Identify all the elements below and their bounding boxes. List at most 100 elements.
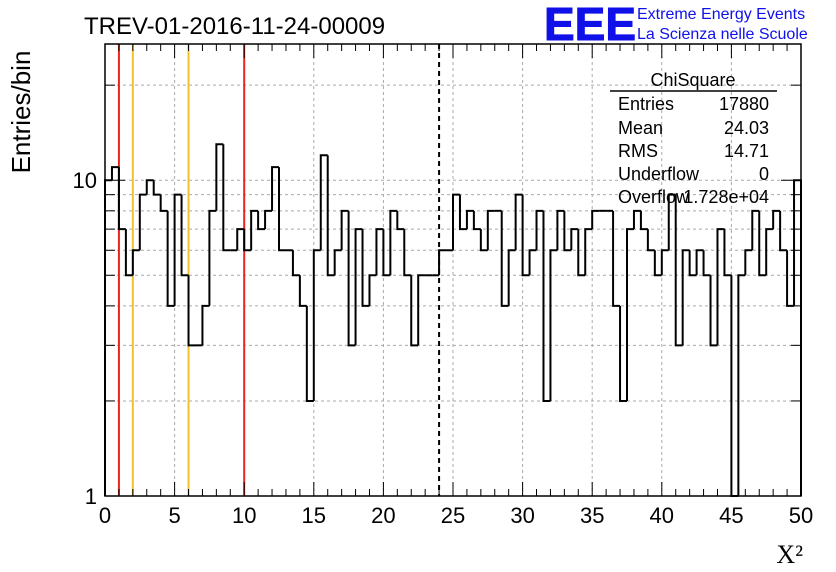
histogram-bin bbox=[340, 209, 349, 251]
stats-label-overflow: Overflow bbox=[618, 187, 690, 207]
x-tick-label: 20 bbox=[371, 503, 395, 528]
histogram-bin bbox=[472, 210, 481, 231]
stats-box: ChiSquare Entries 17880 Mean 24.03 RMS 1… bbox=[610, 70, 777, 207]
histogram-bin bbox=[166, 210, 175, 307]
brand-line-1: Extreme Energy Events bbox=[637, 6, 805, 23]
histogram-bin bbox=[660, 249, 669, 276]
histogram-bin bbox=[570, 228, 579, 251]
histogram-bin bbox=[737, 274, 746, 496]
histogram-bin bbox=[382, 229, 391, 277]
histogram-bin bbox=[138, 193, 147, 251]
histogram-bin bbox=[278, 167, 286, 252]
histogram-bin bbox=[702, 250, 711, 277]
histogram-bin bbox=[110, 166, 119, 181]
histogram-bin bbox=[215, 143, 224, 211]
histogram-bin bbox=[458, 194, 467, 231]
histogram-bin bbox=[361, 229, 370, 307]
histogram-bin bbox=[479, 229, 488, 252]
histogram-bin bbox=[751, 209, 760, 251]
histogram-bin bbox=[772, 209, 781, 230]
histogram-bin bbox=[765, 228, 774, 276]
histogram-bin bbox=[535, 209, 544, 251]
x-tick-label: 35 bbox=[580, 503, 604, 528]
stats-value-underflow: 0 bbox=[759, 164, 769, 184]
histogram-bin bbox=[577, 229, 586, 277]
histogram-bin bbox=[271, 166, 279, 211]
histogram-bin bbox=[723, 229, 732, 277]
histogram-bin bbox=[236, 228, 245, 251]
histogram-bin bbox=[312, 249, 321, 401]
histogram-bin bbox=[528, 249, 537, 276]
histogram-bin bbox=[744, 249, 753, 276]
chart-title: TREV-01-2016-11-24-00009 bbox=[84, 13, 385, 40]
histogram-bin bbox=[291, 250, 300, 277]
histogram-bin bbox=[716, 228, 725, 346]
histogram-bin bbox=[521, 194, 530, 277]
histogram-bin bbox=[632, 209, 641, 230]
histogram-bin bbox=[201, 304, 210, 346]
histogram-bin bbox=[396, 210, 405, 231]
histogram-bin bbox=[556, 209, 565, 251]
histogram-bin bbox=[626, 228, 634, 401]
histogram-bin bbox=[674, 194, 683, 347]
histogram-bin bbox=[438, 249, 447, 276]
histogram-bin bbox=[347, 210, 356, 347]
histogram-bin bbox=[612, 210, 621, 307]
x-tick-label: 15 bbox=[302, 503, 326, 528]
histogram-bin bbox=[695, 249, 704, 276]
stats-label-entries: Entries bbox=[618, 94, 674, 114]
histogram-bin bbox=[124, 229, 133, 277]
stats-label-rms: RMS bbox=[618, 141, 658, 161]
histogram-bin bbox=[563, 210, 572, 252]
histogram-bin bbox=[403, 229, 412, 277]
histogram-bin bbox=[173, 193, 182, 306]
x-tick-label: 50 bbox=[789, 503, 813, 528]
histogram-bin bbox=[389, 209, 398, 276]
y-axis-label: Entries/bin bbox=[6, 51, 36, 174]
histogram-bin bbox=[104, 179, 112, 496]
x-tick-label: 5 bbox=[168, 503, 180, 528]
x-tick-label: 40 bbox=[650, 503, 674, 528]
histogram-bin bbox=[319, 154, 328, 251]
histogram-bin bbox=[222, 144, 231, 252]
y-tick-label: 1 bbox=[85, 484, 97, 509]
histogram-bin bbox=[131, 249, 140, 276]
histogram-bin bbox=[410, 275, 419, 347]
histogram-bin bbox=[709, 275, 718, 347]
histogram-bin bbox=[159, 194, 168, 212]
histogram-bin bbox=[333, 249, 342, 276]
x-tick-label: 0 bbox=[99, 503, 111, 528]
histogram-bin bbox=[500, 210, 509, 307]
histogram-bin bbox=[786, 250, 795, 307]
y-tick-label: 10 bbox=[73, 168, 97, 193]
stats-value-entries: 17880 bbox=[719, 94, 769, 114]
histogram-bin bbox=[145, 179, 154, 195]
histogram-bin bbox=[514, 193, 523, 251]
brand-line-2: La Scienza nelle Scuole bbox=[637, 26, 808, 43]
histogram-bin bbox=[584, 228, 593, 276]
histogram-bin bbox=[681, 249, 690, 346]
histogram-bin bbox=[619, 305, 627, 402]
histogram-bin bbox=[793, 179, 802, 496]
x-axis-label: X² bbox=[776, 540, 803, 569]
histogram-bin bbox=[542, 210, 551, 402]
histogram-bin bbox=[264, 209, 273, 230]
histogram-bin bbox=[368, 274, 377, 306]
histogram-bin bbox=[354, 228, 363, 346]
histogram-bin bbox=[187, 275, 196, 347]
x-tick-label: 30 bbox=[510, 503, 534, 528]
histogram-bin bbox=[591, 209, 600, 230]
histogram-bin bbox=[243, 229, 252, 252]
histogram-bin bbox=[452, 193, 460, 251]
histogram-bin bbox=[305, 305, 314, 402]
histogram-bin bbox=[639, 210, 648, 231]
histogram-bin bbox=[688, 250, 697, 277]
histogram-bin bbox=[375, 228, 384, 276]
histogram-bin bbox=[326, 155, 335, 277]
histogram-bin bbox=[779, 210, 788, 252]
histogram-bin bbox=[646, 229, 655, 252]
histogram-bin bbox=[653, 250, 662, 277]
stats-value-rms: 14.71 bbox=[724, 141, 769, 161]
